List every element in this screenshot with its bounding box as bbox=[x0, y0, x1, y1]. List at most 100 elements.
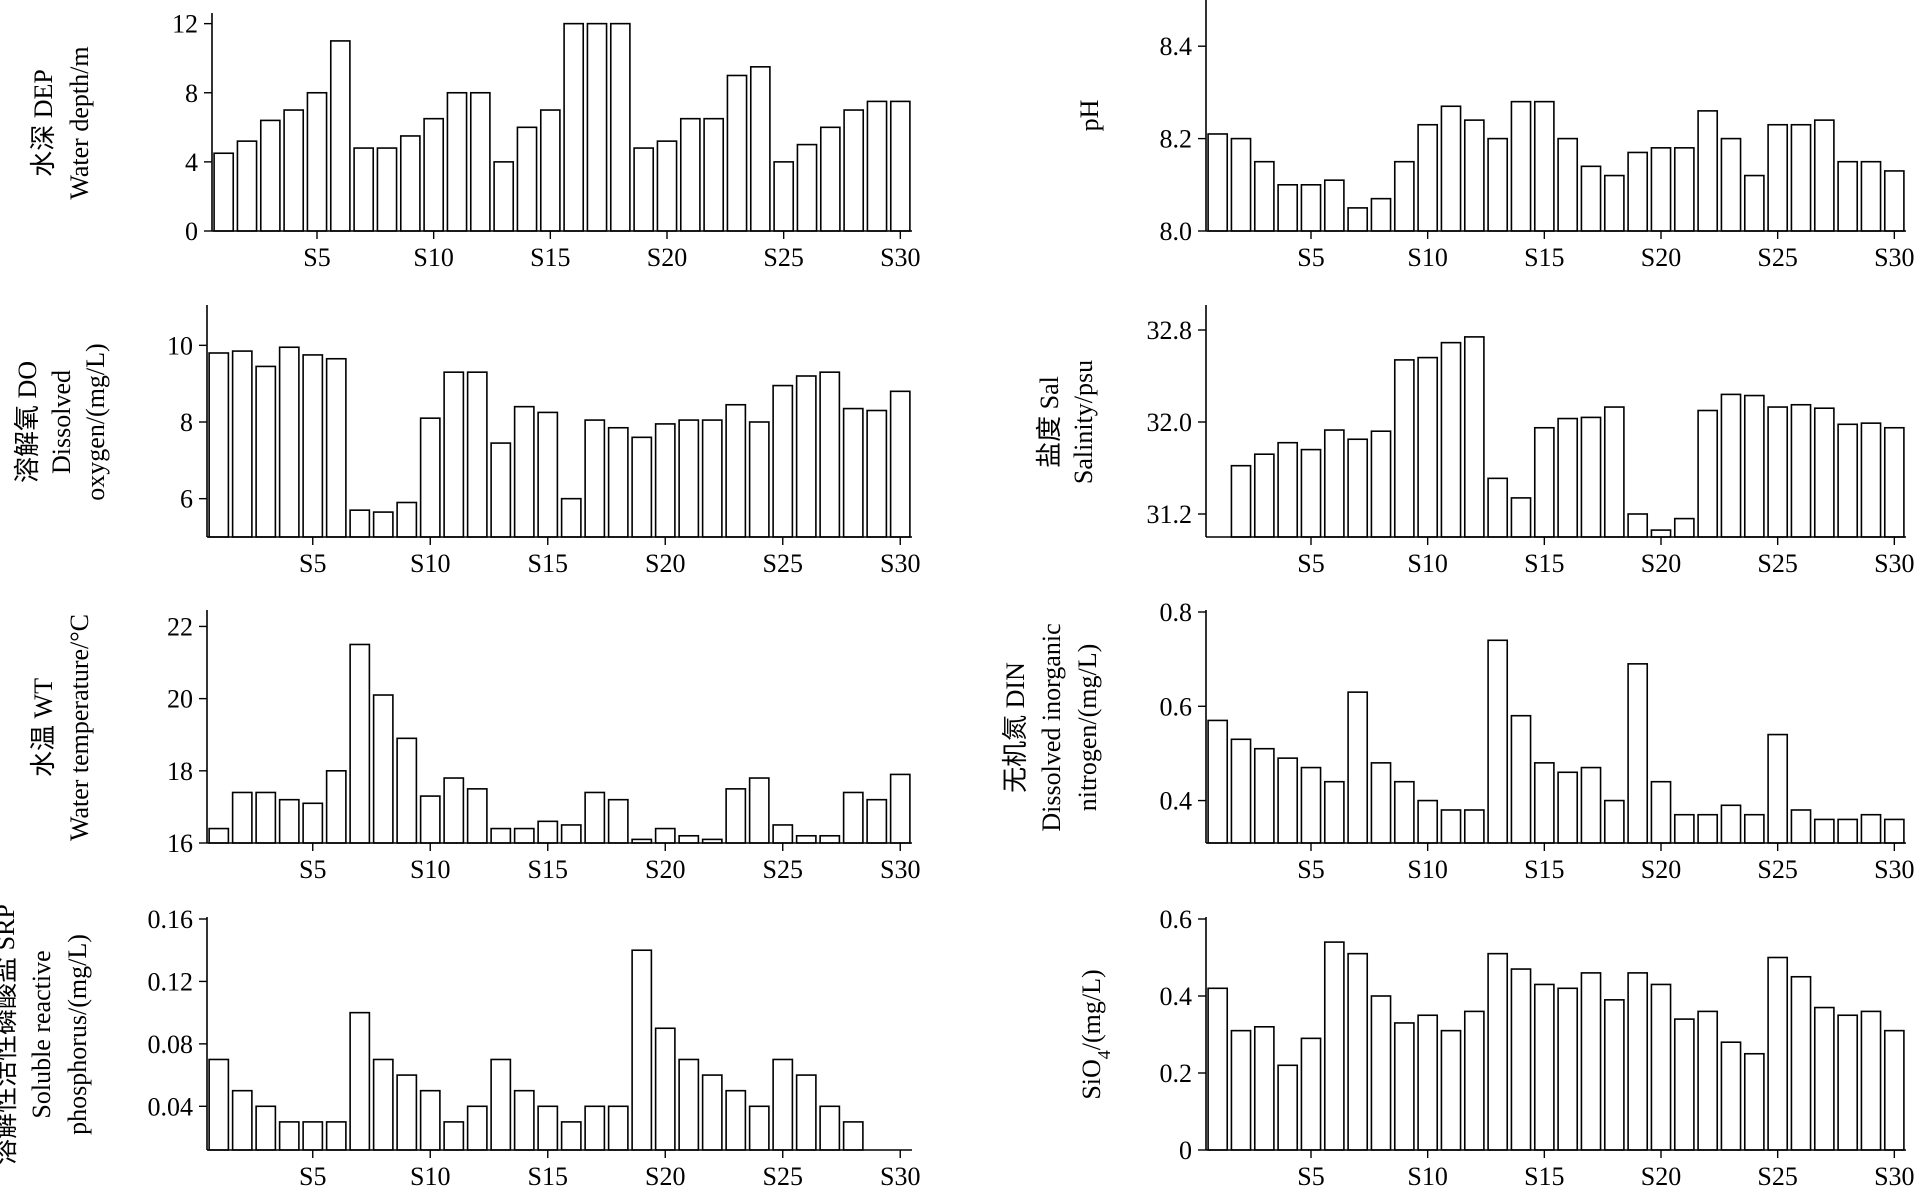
x-tick-label: S15 bbox=[528, 855, 568, 884]
bar-S18 bbox=[609, 22, 631, 232]
bar-S21 bbox=[678, 1058, 700, 1151]
y-axis-label: 水深 DEP bbox=[29, 69, 58, 177]
x-tick-label: S15 bbox=[1524, 549, 1564, 578]
bar-S1 bbox=[208, 827, 230, 844]
bar-S24 bbox=[1743, 1052, 1765, 1151]
bar-S1 bbox=[208, 1058, 230, 1151]
bar-S9 bbox=[399, 135, 421, 232]
bar-S18 bbox=[607, 426, 629, 538]
bar-S21 bbox=[678, 419, 700, 538]
x-tick-label: S25 bbox=[763, 1162, 803, 1191]
bar-S12 bbox=[466, 788, 488, 844]
bar-S9 bbox=[1393, 359, 1415, 538]
bar-S7 bbox=[1347, 438, 1369, 538]
bar-S9 bbox=[1393, 160, 1415, 232]
y-tick-label: 22 bbox=[167, 612, 193, 641]
bar-S6 bbox=[1323, 429, 1345, 538]
bar-S23 bbox=[1720, 137, 1742, 232]
x-tick-label: S30 bbox=[880, 549, 920, 578]
x-tick-label: S30 bbox=[880, 855, 920, 884]
bar-S26 bbox=[795, 1074, 817, 1151]
y-axis-label: SiO4/(mg/L) bbox=[1077, 969, 1114, 1099]
bar-S27 bbox=[1813, 1006, 1835, 1151]
bar-S28 bbox=[1837, 1014, 1859, 1151]
bar-S27 bbox=[1813, 119, 1835, 232]
bar-S22 bbox=[701, 1074, 723, 1151]
bar-S22 bbox=[1697, 1010, 1719, 1151]
x-tick-label: S10 bbox=[410, 1162, 450, 1191]
bar-S23 bbox=[725, 403, 747, 538]
bar-S29 bbox=[1860, 813, 1882, 844]
bar-S28 bbox=[1837, 818, 1859, 844]
x-tick-label: S5 bbox=[299, 549, 326, 578]
bar-S6 bbox=[1323, 179, 1345, 232]
bar-S8 bbox=[1370, 995, 1392, 1151]
bar-S30 bbox=[889, 773, 911, 844]
x-tick-label: S30 bbox=[1874, 855, 1914, 884]
bar-S23 bbox=[725, 1089, 747, 1151]
bar-S3 bbox=[1253, 1026, 1275, 1151]
y-tick-label: 0.16 bbox=[148, 905, 194, 934]
bar-S24 bbox=[749, 66, 771, 232]
bar-S27 bbox=[1813, 407, 1835, 538]
bar-S28 bbox=[842, 1121, 864, 1151]
x-tick-label: S10 bbox=[410, 855, 450, 884]
bar-S2 bbox=[1230, 137, 1252, 232]
bar-S1 bbox=[1207, 719, 1229, 844]
bar-S29 bbox=[866, 798, 888, 844]
y-axis-label: phosphorus/(mg/L) bbox=[63, 934, 92, 1135]
bar-S8 bbox=[1370, 197, 1392, 232]
bar-S8 bbox=[376, 147, 398, 232]
bar-S1 bbox=[208, 352, 230, 538]
y-axis-label: 水温 WT bbox=[29, 678, 58, 777]
x-tick-label: S25 bbox=[1757, 243, 1797, 272]
bar-S25 bbox=[772, 824, 794, 844]
bar-S26 bbox=[1790, 809, 1812, 844]
bar-S13 bbox=[490, 442, 512, 538]
bar-S3 bbox=[255, 365, 277, 538]
bar-S8 bbox=[372, 694, 394, 844]
bar-S30 bbox=[1883, 170, 1905, 232]
x-tick-label: S30 bbox=[1874, 243, 1914, 272]
bar-S11 bbox=[1440, 341, 1462, 538]
y-tick-label: 32.0 bbox=[1147, 408, 1193, 437]
bar-S20 bbox=[654, 423, 676, 538]
panel-din: 0.4 0.6 0.8 S5 S10 S15 S20 S25 S30 无机氮 DIN Dissolv… bbox=[1001, 598, 1915, 884]
y-tick-label: 0.2 bbox=[1160, 1059, 1193, 1088]
bar-S19 bbox=[1627, 972, 1649, 1151]
bar-S20 bbox=[1650, 529, 1672, 538]
bar-S3 bbox=[255, 791, 277, 844]
panel-ph: 8.0 8.2 8.4 S5 S10 S15 S20 S25 S30 pH bbox=[1075, 0, 1915, 272]
bar-S21 bbox=[679, 117, 701, 232]
x-tick-label: S25 bbox=[1757, 855, 1797, 884]
bar-S2 bbox=[236, 140, 258, 232]
x-tick-label: S15 bbox=[528, 549, 568, 578]
bar-S12 bbox=[1463, 336, 1485, 538]
y-axis-label: 溶解氧 DO bbox=[13, 361, 42, 483]
y-tick-label: 0.4 bbox=[1160, 787, 1193, 816]
bar-S29 bbox=[1860, 1010, 1882, 1151]
bar-S12 bbox=[1463, 809, 1485, 844]
x-tick-label: S5 bbox=[299, 855, 326, 884]
x-tick-label: S20 bbox=[1641, 549, 1681, 578]
bar-S4 bbox=[1277, 441, 1299, 538]
bar-S4 bbox=[283, 109, 305, 232]
bar-S15 bbox=[537, 820, 559, 844]
bar-S30 bbox=[889, 390, 911, 538]
x-tick-label: S30 bbox=[880, 243, 920, 272]
bar-S27 bbox=[819, 126, 841, 232]
bar-S13 bbox=[490, 1058, 512, 1151]
bar-S12 bbox=[469, 91, 491, 232]
bar-S5 bbox=[1300, 766, 1322, 844]
y-tick-label: 8 bbox=[180, 408, 193, 437]
bar-S6 bbox=[325, 357, 347, 538]
bar-S29 bbox=[1860, 422, 1882, 538]
x-tick-label: S10 bbox=[1407, 243, 1447, 272]
bar-S20 bbox=[656, 140, 678, 232]
bar-S13 bbox=[493, 161, 515, 232]
x-tick-label: S25 bbox=[763, 855, 803, 884]
bar-S27 bbox=[819, 371, 841, 538]
bar-S16 bbox=[1557, 417, 1579, 538]
bar-S25 bbox=[772, 1058, 794, 1151]
bar-S10 bbox=[1417, 799, 1439, 844]
